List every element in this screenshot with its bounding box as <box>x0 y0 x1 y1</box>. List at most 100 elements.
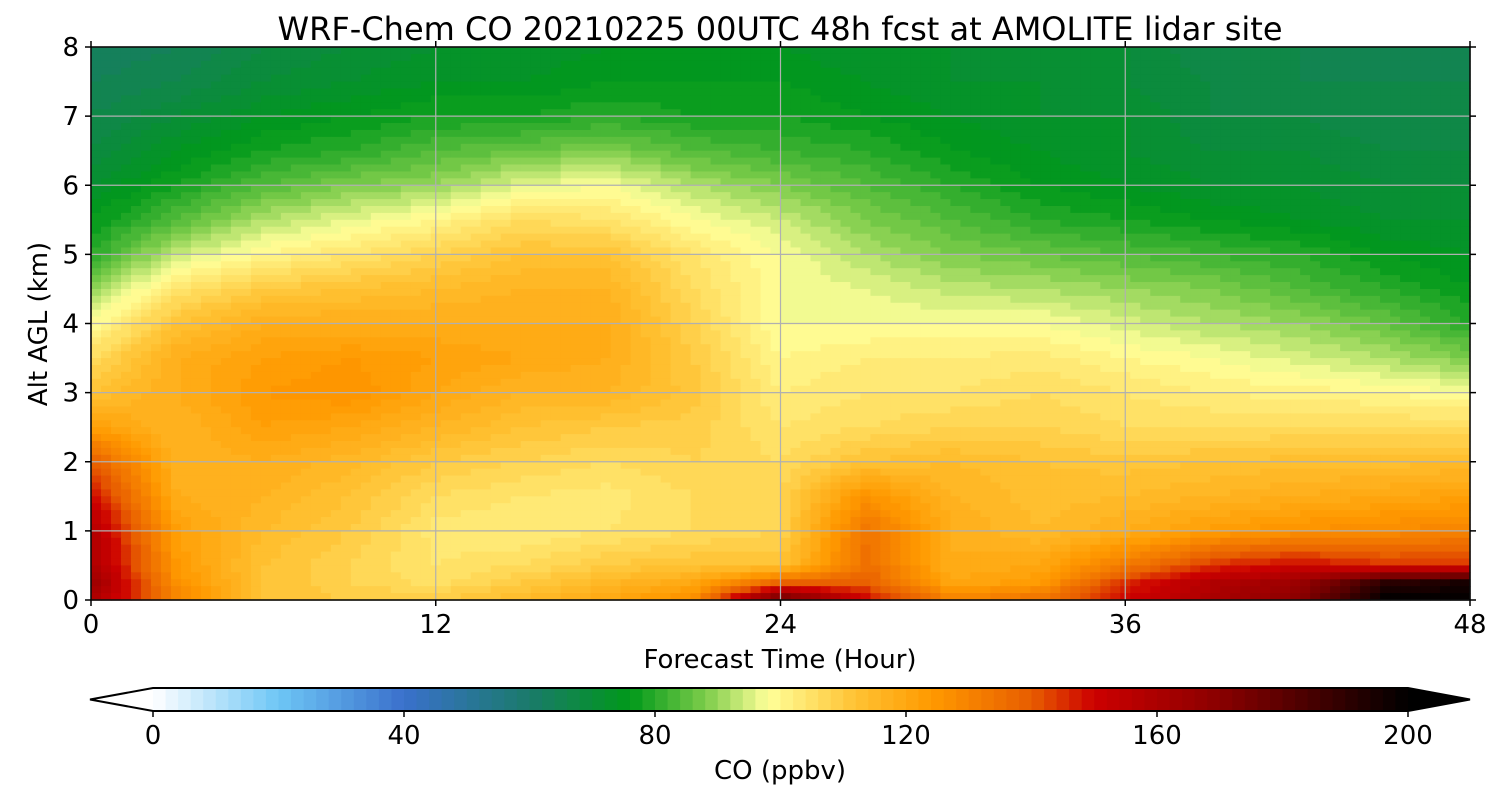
heatmap-cell <box>460 261 472 269</box>
heatmap-cell <box>1050 60 1061 69</box>
heatmap-cell <box>600 74 612 83</box>
heatmap-cell <box>340 136 352 145</box>
heatmap-cell <box>150 116 162 124</box>
heatmap-cell <box>1400 247 1411 255</box>
heatmap-cell <box>990 129 1001 138</box>
heatmap-cell <box>850 157 862 166</box>
heatmap-cell <box>240 95 252 103</box>
heatmap-cell <box>240 150 252 159</box>
heatmap-cell <box>1110 157 1121 166</box>
heatmap-cell <box>1280 212 1291 221</box>
heatmap-cell <box>290 205 302 214</box>
heatmap-cell <box>1290 123 1301 131</box>
heatmap-cell <box>1220 199 1231 207</box>
heatmap-cell <box>280 60 292 69</box>
heatmap-cell <box>1320 81 1331 90</box>
heatmap-cell <box>140 178 152 186</box>
heatmap-cell <box>1190 60 1201 69</box>
heatmap-cell <box>780 143 792 152</box>
heatmap-cell <box>680 282 692 290</box>
heatmap-cell <box>1130 199 1141 207</box>
heatmap-cell <box>890 219 902 228</box>
heatmap-cell <box>670 136 682 145</box>
heatmap-cell <box>210 136 222 145</box>
heatmap-cell <box>960 95 971 103</box>
heatmap-cell <box>1290 233 1301 242</box>
heatmap-cell <box>1400 192 1411 200</box>
heatmap-cell <box>1070 288 1081 297</box>
heatmap-cell <box>820 226 832 235</box>
heatmap-cell <box>300 123 312 131</box>
heatmap-cell <box>610 136 622 145</box>
heatmap-cell <box>320 205 332 214</box>
heatmap-cell <box>400 240 412 249</box>
heatmap-cell <box>1060 53 1071 62</box>
heatmap-cell <box>1370 205 1381 214</box>
heatmap-cell <box>550 143 562 152</box>
heatmap-cell <box>360 171 372 179</box>
heatmap-cell <box>190 74 202 83</box>
heatmap-cell <box>1230 81 1241 90</box>
heatmap-cell <box>1070 74 1081 83</box>
heatmap-cell <box>770 268 782 276</box>
heatmap-cell <box>670 123 682 131</box>
heatmap-cell <box>1310 157 1321 166</box>
heatmap-cell <box>220 247 232 255</box>
heatmap-cell <box>150 275 162 283</box>
heatmap-cell <box>130 268 142 276</box>
heatmap-cell <box>650 171 662 179</box>
heatmap-cell <box>1430 53 1441 62</box>
heatmap-cell <box>1220 226 1231 235</box>
heatmap-cell <box>680 240 692 249</box>
heatmap-cell <box>980 199 991 207</box>
heatmap-cell <box>1410 136 1421 145</box>
heatmap-cell <box>1030 254 1041 262</box>
heatmap-cell <box>600 282 612 290</box>
heatmap-cell <box>110 47 122 55</box>
heatmap-cell <box>190 233 202 242</box>
heatmap-cell <box>870 88 882 96</box>
heatmap-cell <box>790 109 802 117</box>
heatmap-cell <box>1270 74 1281 83</box>
heatmap-cell <box>510 164 522 173</box>
heatmap-cell <box>1430 192 1441 200</box>
heatmap-cell <box>1160 178 1171 186</box>
heatmap-cell <box>450 150 462 159</box>
heatmap-cell <box>740 199 752 207</box>
heatmap-cell <box>1100 219 1111 228</box>
heatmap-cell <box>650 88 662 96</box>
heatmap-cell <box>710 157 722 166</box>
heatmap-cell <box>1410 116 1421 124</box>
heatmap-cell <box>1160 53 1171 62</box>
heatmap-cell <box>1230 282 1241 290</box>
heatmap-cell <box>270 268 282 276</box>
heatmap-cell <box>170 199 182 207</box>
heatmap-cell <box>140 240 152 249</box>
heatmap-cell <box>380 233 392 242</box>
heatmap-cell <box>320 185 332 193</box>
heatmap-cell <box>630 171 642 179</box>
heatmap-cell <box>250 67 262 76</box>
heatmap-cell <box>1270 261 1281 269</box>
heatmap-cell <box>880 109 892 117</box>
heatmap-cell <box>1040 136 1051 145</box>
heatmap-cell <box>260 240 272 249</box>
heatmap-cell <box>230 295 242 304</box>
heatmap-cell <box>1310 60 1321 69</box>
heatmap-cell <box>1220 150 1231 159</box>
heatmap-cell <box>1370 88 1381 96</box>
heatmap-cell <box>640 254 652 262</box>
heatmap-cell <box>280 199 292 207</box>
heatmap-cell <box>270 129 282 138</box>
heatmap-cell <box>1080 67 1091 76</box>
heatmap-cell <box>410 268 422 276</box>
heatmap-cell <box>740 88 752 96</box>
heatmap-cell <box>600 157 612 166</box>
heatmap-cell <box>460 116 472 124</box>
heatmap-cell <box>1160 116 1171 124</box>
heatmap-cell <box>230 288 242 297</box>
heatmap-cell <box>350 178 362 186</box>
heatmap-cell <box>310 261 322 269</box>
heatmap-cell <box>1410 67 1421 76</box>
heatmap-cell <box>130 143 142 152</box>
